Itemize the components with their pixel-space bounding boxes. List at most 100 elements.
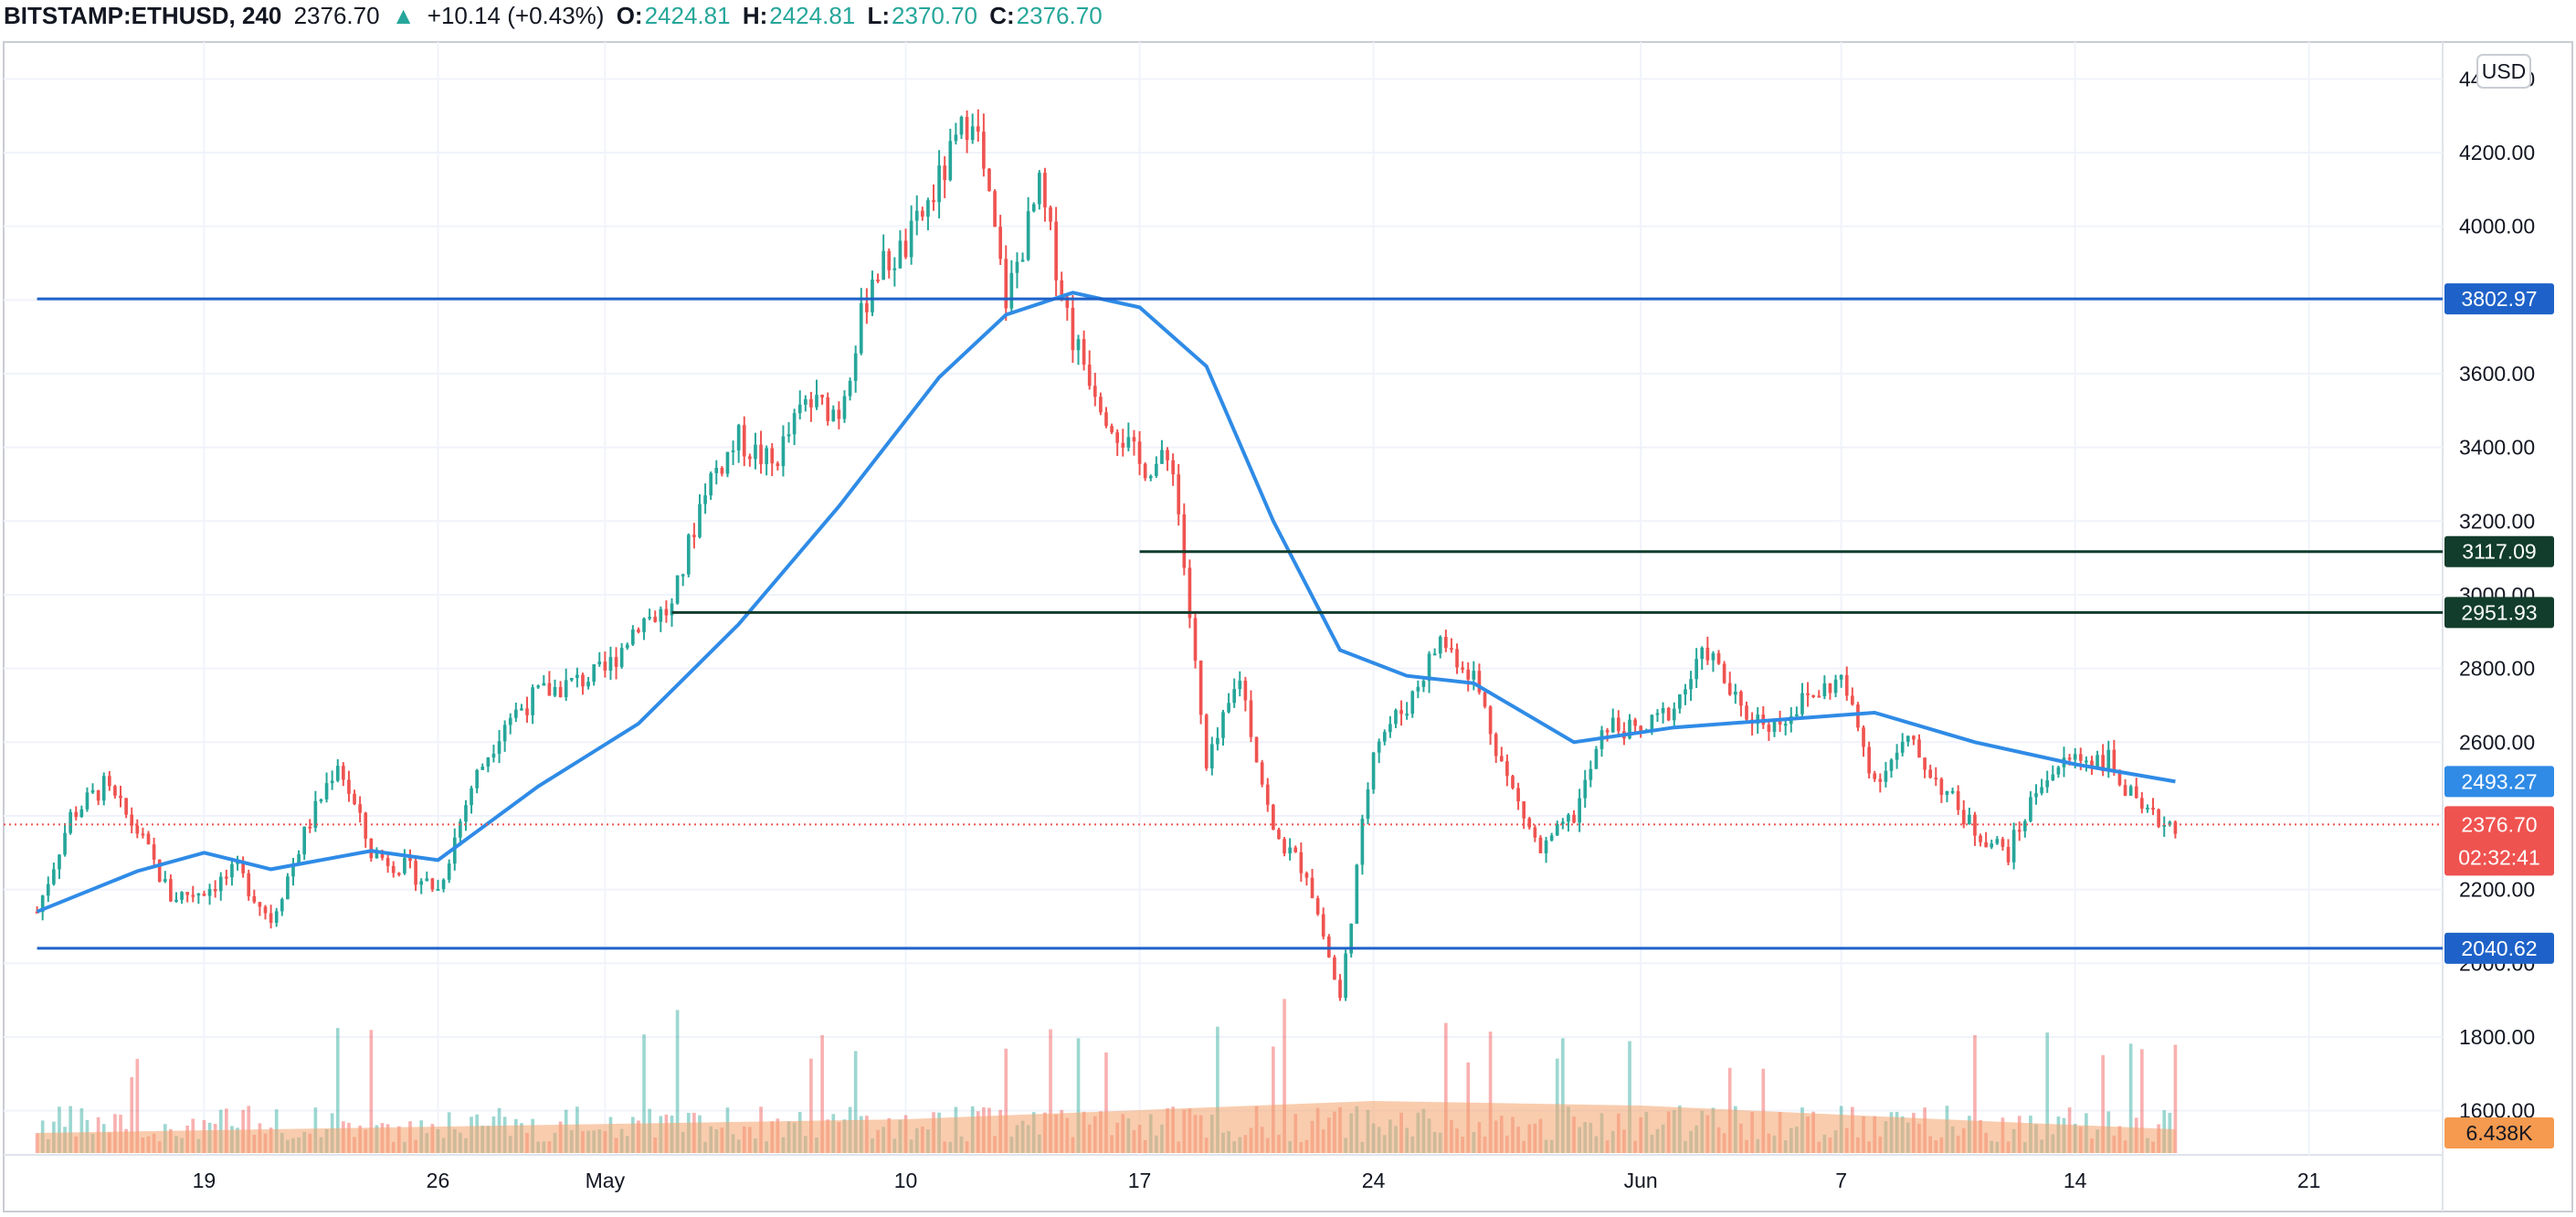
candle xyxy=(1516,782,1520,810)
candle xyxy=(302,826,307,861)
time-tick-label: Jun xyxy=(1624,1169,1658,1192)
candle xyxy=(1009,259,1014,312)
candle-body xyxy=(1283,839,1286,854)
candle-body xyxy=(1684,689,1687,695)
candle xyxy=(536,684,541,690)
candle-body xyxy=(987,168,991,192)
candle-body xyxy=(1950,790,1955,793)
candle xyxy=(754,432,757,470)
currency-button[interactable]: USD xyxy=(2476,54,2531,89)
candle-body xyxy=(1110,426,1114,433)
candle-body xyxy=(1060,280,1064,297)
candle-body xyxy=(263,906,268,914)
candle xyxy=(547,671,552,696)
candle xyxy=(2040,778,2043,796)
candle xyxy=(1388,715,1392,738)
candle xyxy=(1939,777,1944,803)
candle-body xyxy=(157,859,162,882)
candle xyxy=(1761,705,1766,729)
candle-body xyxy=(96,790,100,801)
candle xyxy=(1444,630,1448,652)
candle-body xyxy=(508,717,512,725)
candle-body xyxy=(475,769,479,788)
volume-bar xyxy=(2128,1043,2133,1153)
candle xyxy=(1238,671,1242,697)
candle-body xyxy=(1995,839,2000,844)
candle xyxy=(1884,761,1888,788)
candle-body xyxy=(1945,791,1949,795)
time-axis[interactable]: 19 26 May 10 17 24 Jun 7 14 21 xyxy=(193,1169,2321,1192)
candle xyxy=(430,877,435,893)
candle-body xyxy=(58,854,61,870)
candle xyxy=(1851,687,1854,706)
candle xyxy=(686,533,691,577)
candle-body xyxy=(2090,760,2094,768)
candle-body xyxy=(135,825,140,834)
candle-body xyxy=(853,353,858,381)
candle-body xyxy=(1472,671,1476,680)
candle xyxy=(1745,701,1748,724)
candle-body xyxy=(1862,727,1865,747)
candle-body xyxy=(2051,774,2055,781)
candle-body xyxy=(342,766,345,780)
candle-body xyxy=(1867,746,1871,774)
candle xyxy=(1143,462,1147,482)
candle xyxy=(2173,820,2178,839)
candle-body xyxy=(1689,679,1693,690)
candle xyxy=(1071,294,1075,364)
price-axis[interactable]: 4400.004200.004000.003800.003600.003400.… xyxy=(2459,67,2535,1122)
candle xyxy=(531,684,534,725)
candle-body xyxy=(754,444,757,460)
candle-body xyxy=(2101,755,2105,772)
candle xyxy=(1995,836,2000,845)
chart-frame xyxy=(3,41,2573,1212)
candle-body xyxy=(1366,789,1370,820)
candle-body xyxy=(1132,437,1136,442)
candle-body xyxy=(1856,704,1860,728)
candle xyxy=(982,113,986,177)
candle xyxy=(1572,810,1576,824)
candle-body xyxy=(1739,691,1743,706)
candle-body xyxy=(1572,814,1576,823)
candle-body xyxy=(40,895,45,913)
symbol-name[interactable]: BITSTAMP:ETHUSD, 240 xyxy=(4,2,282,29)
time-tick-label: 21 xyxy=(2297,1169,2321,1192)
candle-body xyxy=(1272,804,1275,831)
candle xyxy=(692,523,696,549)
horizontal-levels[interactable] xyxy=(4,297,2443,950)
candle xyxy=(1716,650,1721,665)
candle-body xyxy=(1567,814,1570,822)
candle xyxy=(1288,838,1292,861)
candle xyxy=(1494,732,1498,764)
candle xyxy=(1461,661,1464,673)
candle xyxy=(152,837,156,869)
candle xyxy=(1394,708,1398,728)
candle-body xyxy=(107,776,111,787)
candle-body xyxy=(865,302,869,312)
candle xyxy=(2151,798,2155,816)
candle-body xyxy=(976,126,980,132)
candle xyxy=(1567,812,1570,832)
candle xyxy=(1115,429,1120,457)
volume-bar xyxy=(1076,1038,1081,1153)
candle-body xyxy=(391,865,396,873)
candle xyxy=(948,128,953,182)
candle xyxy=(1121,429,1125,457)
candle-body xyxy=(396,873,401,875)
candle xyxy=(258,902,262,916)
volume-bar xyxy=(675,1010,680,1153)
candle-body xyxy=(1071,307,1075,351)
candle-body xyxy=(765,448,768,465)
candle xyxy=(892,257,897,287)
candle xyxy=(1104,407,1108,429)
candle xyxy=(1188,559,1192,629)
price-tick-label: 4200.00 xyxy=(2459,141,2535,164)
low-value: 2370.70 xyxy=(892,2,977,29)
candle xyxy=(1828,683,1832,700)
candle xyxy=(770,443,775,477)
candle-body xyxy=(965,116,969,141)
candle-body xyxy=(586,682,590,687)
candle xyxy=(1260,759,1264,788)
candle xyxy=(1806,682,1810,707)
